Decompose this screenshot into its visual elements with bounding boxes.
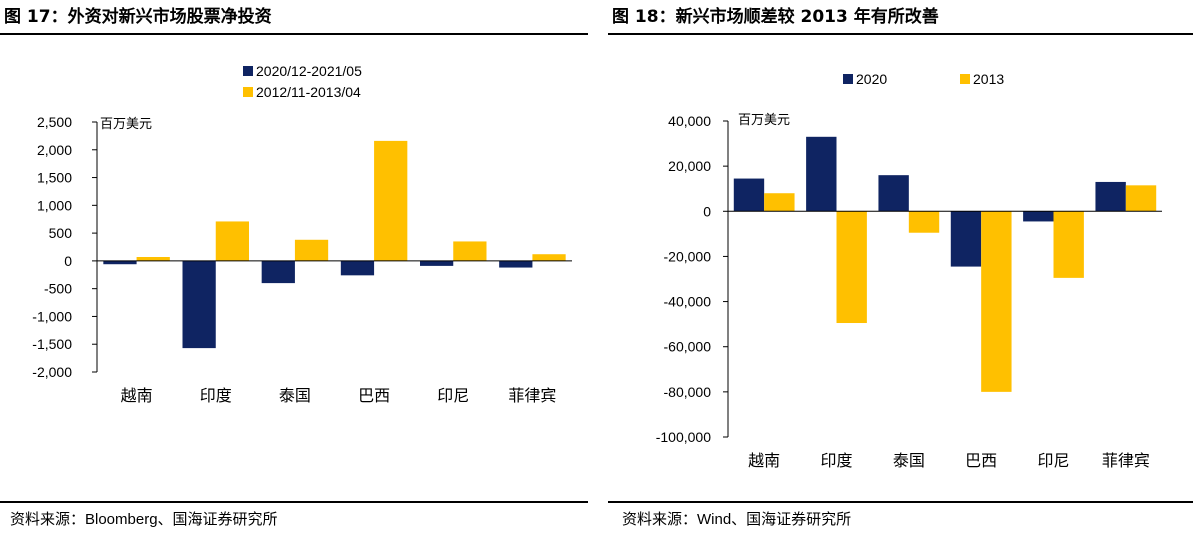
- legend-label: 2012/11-2013/04: [256, 84, 361, 100]
- legend-label: 2013: [973, 71, 1004, 87]
- y-tick-label: 1,500: [37, 170, 72, 186]
- bar-series2-3: [374, 140, 408, 261]
- legend-swatch: [243, 87, 253, 97]
- legend-label: 2020: [856, 71, 887, 87]
- category-label: 泰国: [279, 386, 311, 405]
- bar-series1-5: [499, 260, 533, 268]
- bar-series1-1: [182, 260, 216, 349]
- left-figure-title: 图 17：外资对新兴市场股票净投资: [4, 7, 272, 27]
- category-label: 越南: [748, 451, 780, 470]
- y-tick-label: 2,000: [37, 142, 72, 158]
- category-label: 泰国: [893, 451, 925, 470]
- y-tick-label: -60,000: [664, 339, 712, 355]
- y-tick-label: -2,000: [32, 364, 72, 380]
- bar-series1-3: [340, 260, 375, 276]
- y-tick-label: 1,000: [37, 197, 72, 213]
- left-source-note: 资料来源：Bloomberg、国海证券研究所: [10, 511, 278, 528]
- bar-series1-2: [878, 175, 909, 212]
- bar-series2-5: [1125, 185, 1157, 212]
- category-label: 印尼: [1037, 451, 1069, 470]
- right-title-divider: [608, 33, 1193, 35]
- category-label: 菲律宾: [508, 386, 556, 405]
- y-tick-label: 20,000: [668, 158, 711, 174]
- bar-series2-2: [908, 211, 940, 233]
- bar-series2-4: [453, 241, 487, 261]
- category-label: 印度: [820, 451, 852, 470]
- right-source-note: 资料来源：Wind、国海证券研究所: [622, 511, 852, 528]
- category-label: 印尼: [437, 386, 469, 405]
- y-tick-label: -500: [44, 281, 72, 297]
- legend-label: 2020/12-2021/05: [256, 63, 362, 79]
- y-tick-label: -80,000: [664, 384, 712, 400]
- category-label: 印度: [200, 386, 232, 405]
- left-title-divider: [0, 33, 588, 35]
- bar-series2-0: [764, 193, 795, 212]
- y-tick-label: 0: [64, 253, 72, 269]
- y-tick-label: 40,000: [668, 113, 711, 129]
- bar-series1-4: [1023, 211, 1054, 222]
- bar-series1-5: [1095, 181, 1126, 212]
- category-label: 菲律宾: [1102, 451, 1150, 470]
- bar-series2-0: [136, 257, 170, 261]
- bar-series2-1: [215, 221, 249, 261]
- bar-series2-3: [981, 211, 1012, 392]
- legend-swatch: [243, 66, 253, 76]
- bar-series1-0: [103, 260, 137, 265]
- bar-series2-2: [294, 239, 329, 261]
- category-label: 巴西: [965, 451, 997, 470]
- y-tick-label: -100,000: [656, 429, 711, 445]
- category-label: 越南: [121, 386, 153, 405]
- y-tick-label: -40,000: [664, 294, 712, 310]
- y-unit-label: 百万美元: [100, 117, 152, 132]
- legend-swatch: [960, 74, 970, 84]
- bar-series2-1: [836, 211, 867, 324]
- bar-series1-3: [950, 211, 982, 267]
- y-tick-label: 2,500: [37, 114, 72, 130]
- bar-series1-4: [420, 260, 454, 266]
- y-tick-label: -1,000: [32, 308, 72, 324]
- bar-series1-1: [806, 136, 837, 212]
- left-source-divider: [0, 501, 588, 503]
- y-tick-label: -20,000: [664, 248, 712, 264]
- bar-series1-2: [261, 260, 295, 284]
- y-unit-label: 百万美元: [738, 113, 790, 128]
- legend-swatch: [843, 74, 853, 84]
- category-label: 巴西: [358, 386, 390, 405]
- y-tick-label: -1,500: [32, 336, 72, 352]
- y-tick-label: 500: [49, 225, 73, 241]
- bar-series1-0: [733, 178, 765, 212]
- bar-series2-5: [532, 254, 566, 261]
- bar-series2-4: [1053, 211, 1084, 278]
- y-tick-label: 0: [703, 203, 711, 219]
- right-figure-title: 图 18：新兴市场顺差较 2013 年有所改善: [612, 7, 939, 27]
- right-source-divider: [608, 501, 1193, 503]
